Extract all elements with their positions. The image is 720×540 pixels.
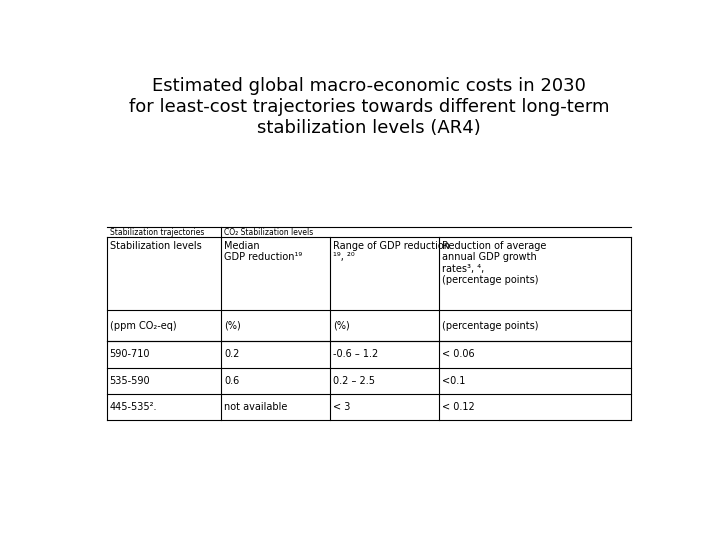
Text: CO₂ Stabilization levels: CO₂ Stabilization levels [224,228,313,237]
Text: (%): (%) [333,321,349,330]
Text: (%): (%) [224,321,240,330]
Text: Median
GDP reduction¹⁹: Median GDP reduction¹⁹ [224,241,302,262]
Text: 590-710: 590-710 [109,349,150,360]
Text: Stabilization levels: Stabilization levels [109,241,202,251]
Text: <0.1: <0.1 [441,376,465,386]
Text: < 3: < 3 [333,402,350,412]
Text: (ppm CO₂-eq): (ppm CO₂-eq) [109,321,176,330]
Text: 445-535².: 445-535². [109,402,157,412]
Text: Stabilization trajectories: Stabilization trajectories [109,228,204,237]
Text: Range of GDP reduction
¹⁹, ²⁰: Range of GDP reduction ¹⁹, ²⁰ [333,241,450,262]
Text: 0.6: 0.6 [224,376,239,386]
Text: < 0.12: < 0.12 [441,402,474,412]
Text: -0.6 – 1.2: -0.6 – 1.2 [333,349,378,360]
Text: not available: not available [224,402,287,412]
Text: Reduction of average
annual GDP growth
rates³, ⁴,
(percentage points): Reduction of average annual GDP growth r… [441,241,546,286]
Text: 535-590: 535-590 [109,376,150,386]
Text: < 0.06: < 0.06 [441,349,474,360]
Text: (percentage points): (percentage points) [441,321,538,330]
Text: 0.2 – 2.5: 0.2 – 2.5 [333,376,374,386]
Text: Estimated global macro-economic costs in 2030
for least-cost trajectories toward: Estimated global macro-economic costs in… [129,77,609,137]
Text: 0.2: 0.2 [224,349,239,360]
